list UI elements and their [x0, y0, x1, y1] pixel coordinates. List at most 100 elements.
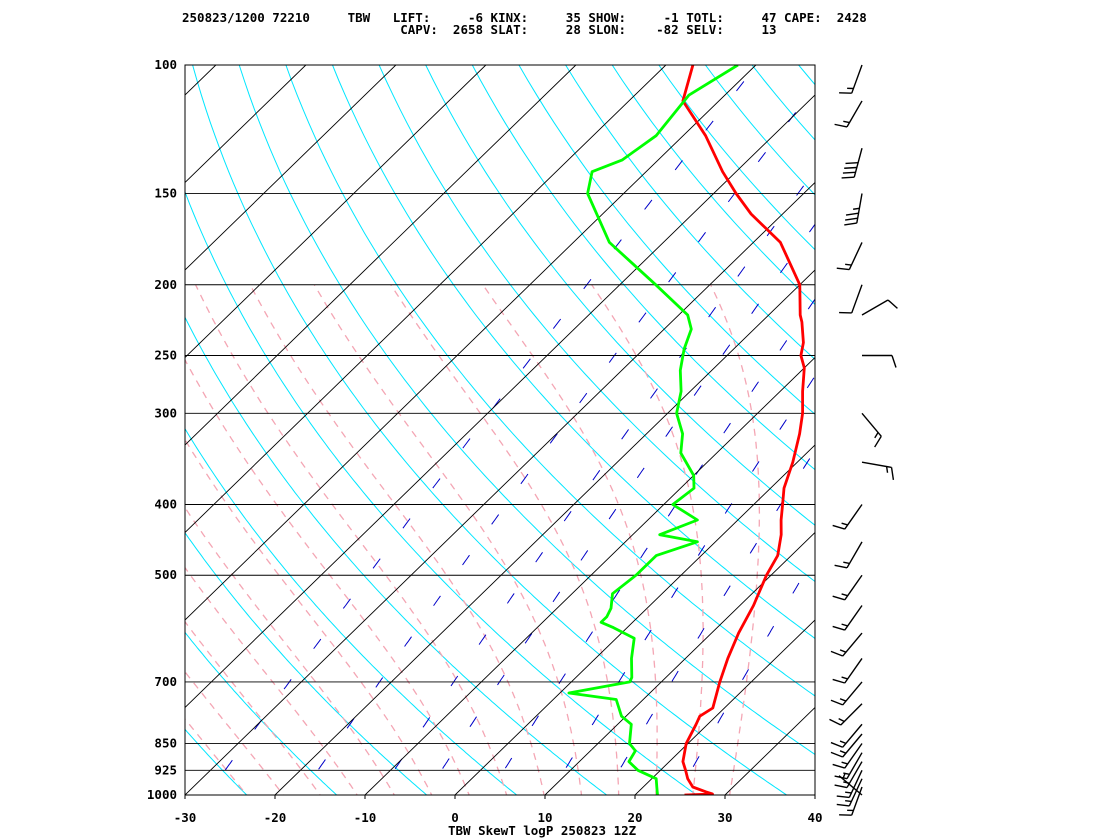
wind-barb-half-feather — [885, 466, 889, 473]
dry-adiabat — [285, 65, 815, 697]
dry-adiabat — [797, 65, 815, 86]
dry-adiabat — [425, 65, 815, 526]
wind-barb-full-feather — [834, 784, 848, 789]
wind-barb — [830, 723, 863, 748]
dry-adiabat — [1061, 49, 1120, 811]
isotherm — [0, 65, 36, 795]
wind-barb-full-feather — [830, 741, 843, 748]
pressure-tick-label: 100 — [154, 57, 177, 72]
dry-adiabat — [751, 65, 815, 141]
pressure-tick-label: 925 — [154, 762, 177, 777]
pressure-tick-label: 200 — [154, 277, 177, 292]
wind-barb-full-feather — [830, 751, 843, 758]
wind-barb-full-feather — [845, 161, 859, 165]
wind-barb — [834, 100, 863, 128]
wind-barb-full-feather — [845, 212, 859, 216]
mixing-ratio-line — [676, 554, 815, 795]
mixing-ratio-line — [487, 298, 815, 795]
wind-barb-full-feather — [836, 267, 850, 271]
wind-barb — [839, 786, 863, 816]
isotherm — [544, 531, 815, 795]
dry-adiabat — [192, 65, 788, 795]
wind-barb-full-feather — [842, 171, 856, 174]
isotherm — [185, 65, 397, 271]
moist-adiabat — [195, 284, 508, 795]
dry-adiabat — [185, 728, 248, 795]
wind-barb-full-feather — [844, 222, 857, 226]
isotherm — [454, 444, 815, 795]
wind-barb-full-feather — [836, 803, 850, 807]
wind-barb-full-feather — [836, 795, 850, 799]
wind-barb-half-feather — [843, 561, 850, 565]
isotherm — [0, 65, 126, 795]
isotherm — [185, 94, 815, 709]
header-line-2: CAPV: 2658 SLAT: 28 SLON: -82 SELV: 13 — [182, 22, 777, 37]
wind-barb-half-feather — [845, 263, 852, 266]
wind-barb-full-feather — [832, 625, 845, 631]
wind-barb — [832, 574, 863, 601]
dry-adiabat — [704, 65, 815, 196]
isotherm — [185, 65, 307, 184]
wind-barb-full-feather — [832, 595, 845, 601]
wind-barb-half-feather — [841, 522, 848, 526]
moist-adiabat — [591, 284, 704, 795]
mixing-ratio-line — [377, 169, 815, 795]
wind-barb-half-feather — [839, 750, 847, 754]
wind-barb-half-feather — [841, 623, 848, 627]
dry-adiabat — [518, 65, 815, 415]
isotherm — [185, 65, 217, 96]
wind-barb-full-feather — [832, 524, 845, 530]
wind-barb-half-feather — [843, 772, 850, 776]
wind-barb-half-feather — [853, 207, 860, 210]
moist-adiabat — [710, 284, 761, 795]
wind-barb — [834, 761, 863, 789]
header-line-1: 250823/1200 72210 TBW LIFT: -6 KINX: 35 … — [182, 10, 867, 25]
wind-barb — [829, 703, 863, 726]
wind-barb-full-feather — [834, 775, 848, 780]
temperature-tick-label: -20 — [264, 810, 287, 825]
isotherm — [185, 65, 667, 534]
pressure-tick-label: 850 — [154, 735, 177, 750]
wind-barb-full-feather — [834, 123, 848, 128]
moist-adiabat — [185, 438, 433, 795]
wind-barb-half-feather — [839, 698, 847, 702]
temperature-tick-label: -10 — [354, 810, 377, 825]
wind-barb — [861, 299, 898, 316]
dry-adiabat — [185, 427, 518, 795]
wind-barb-full-feather — [829, 718, 842, 726]
wind-barb — [830, 733, 863, 758]
moist-adiabat — [185, 670, 285, 795]
wind-barb — [841, 147, 863, 179]
dry-adiabat — [185, 190, 698, 795]
wind-barb-full-feather — [890, 467, 895, 480]
profile-layer — [567, 65, 806, 795]
temperature-tick-label: 0 — [451, 810, 459, 825]
wind-barb-full-feather — [832, 763, 845, 769]
isotherm — [185, 181, 815, 795]
wind-barb — [861, 412, 882, 448]
dry-adiabat — [611, 65, 815, 306]
dry-adiabat — [185, 631, 338, 795]
wind-barb-full-feather — [844, 166, 857, 169]
wind-barb-half-feather — [843, 781, 850, 784]
wind-barb-half-feather — [843, 120, 850, 124]
dry-adiabat — [331, 65, 815, 640]
dry-adiabat — [238, 65, 815, 756]
pressure-tick-label: 1000 — [147, 787, 177, 802]
wind-barb — [862, 354, 897, 368]
isotherm — [634, 619, 815, 795]
wind-barb — [861, 461, 895, 480]
wind-barb-staff — [861, 299, 889, 316]
dry-adiabat — [877, 49, 1120, 811]
moist-adiabat — [313, 284, 583, 795]
wind-barb-full-feather — [887, 299, 898, 309]
wind-barb-full-feather — [891, 355, 897, 368]
wind-barb-half-feather — [874, 432, 879, 439]
dry-adiabat — [969, 49, 1120, 811]
isotherm — [185, 65, 487, 359]
moist-adiabat — [390, 284, 620, 795]
pressure-tick-label: 500 — [154, 567, 177, 582]
pressure-tick-label: 700 — [154, 674, 177, 689]
